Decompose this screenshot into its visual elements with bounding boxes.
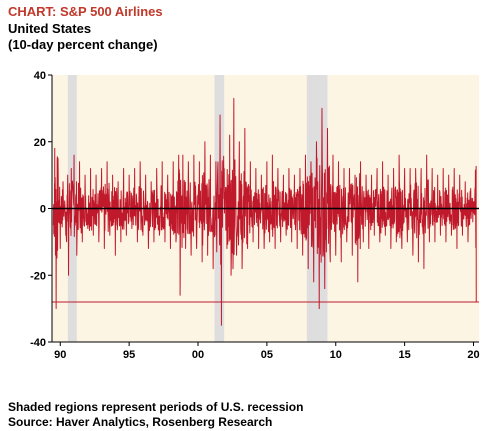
x-tick-label-5: 15 — [398, 349, 410, 361]
footer-source: Source: Haver Analytics, Rosenberg Resea… — [8, 415, 273, 429]
x-tick-label-6: 20 — [467, 349, 479, 361]
x-tick-label-2: 00 — [192, 349, 204, 361]
y-tick-label-3: -20 — [30, 270, 46, 282]
chart-subtitle-region: United States — [8, 21, 92, 36]
footer-note: Shaded regions represent periods of U.S.… — [8, 400, 304, 414]
x-tick-label-0: 90 — [54, 349, 66, 361]
y-tick-label-1: 20 — [34, 137, 46, 149]
chart-subtitle-units: (10-day percent change) — [8, 37, 158, 52]
chart-area: 40 20 0 -20 -40 90 95 00 05 10 15 20 — [30, 70, 480, 361]
y-tick-label-2: 0 — [40, 204, 46, 216]
x-tick-label-3: 05 — [261, 349, 273, 361]
axes-group: 40 20 0 -20 -40 90 95 00 05 10 15 20 — [30, 70, 480, 361]
y-tick-label-0: 40 — [34, 70, 46, 82]
y-tick-label-4: -40 — [30, 337, 46, 349]
x-tick-label-4: 10 — [330, 349, 342, 361]
series-group — [52, 97, 477, 326]
chart-title: CHART: S&P 500 Airlines — [8, 4, 163, 19]
series-line-0 — [52, 97, 477, 326]
x-tick-label-1: 95 — [123, 349, 135, 361]
